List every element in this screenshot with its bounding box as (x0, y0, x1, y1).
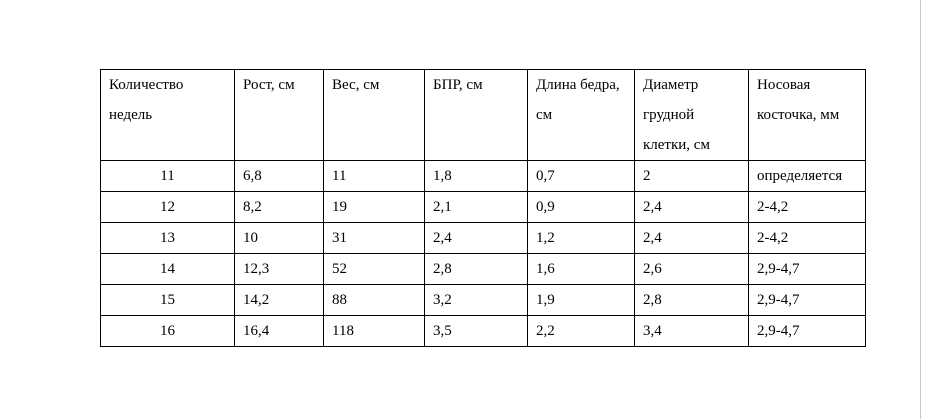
table-row: 11 6,8 11 1,8 0,7 2 определяется (100, 160, 866, 192)
table-cell: 11 (323, 160, 425, 192)
table-cell: 118 (323, 315, 425, 347)
table-body: 11 6,8 11 1,8 0,7 2 определяется 12 8,2 19 2,1 0,9 2… (100, 160, 866, 347)
table-row: 14 12,3 52 2,8 1,6 2,6 2,9-4,7 (100, 253, 866, 285)
table-cell: 13 (100, 222, 235, 254)
table-cell: 1,8 (424, 160, 528, 192)
table-cell: 2,9-4,7 (748, 315, 866, 347)
table-cell: 3,2 (424, 284, 528, 316)
header-cell: БПР, см (424, 69, 528, 161)
table-cell: 1,9 (527, 284, 635, 316)
header-cell: Длина бедра, см (527, 69, 635, 161)
table-cell: 2-4,2 (748, 191, 866, 223)
table-cell: 2,9-4,7 (748, 253, 866, 285)
header-cell: Вес, см (323, 69, 425, 161)
header-cell: Рост, см (234, 69, 324, 161)
data-table: Количество недель Рост, см Вес, см БПР, см Д… (100, 69, 866, 347)
table-row: 12 8,2 19 2,1 0,9 2,4 2-4,2 (100, 191, 866, 223)
table-cell: 15 (100, 284, 235, 316)
table-cell: 52 (323, 253, 425, 285)
header-cell: Носовая косточка, мм (748, 69, 866, 161)
table-row: 13 10 31 2,4 1,2 2,4 2-4,2 (100, 222, 866, 254)
table-cell: 16,4 (234, 315, 324, 347)
table-cell: 8,2 (234, 191, 324, 223)
table-cell: 12 (100, 191, 235, 223)
table-cell: 3,5 (424, 315, 528, 347)
table-row: 15 14,2 88 3,2 1,9 2,8 2,9-4,7 (100, 284, 866, 316)
table-cell: 2,9-4,7 (748, 284, 866, 316)
table-cell: 88 (323, 284, 425, 316)
table-cell: 2,2 (527, 315, 635, 347)
table-cell: 14,2 (234, 284, 324, 316)
table-cell: 3,4 (634, 315, 749, 347)
table-cell: 2 (634, 160, 749, 192)
table-cell: 0,9 (527, 191, 635, 223)
table-cell: 2,1 (424, 191, 528, 223)
table-cell: 31 (323, 222, 425, 254)
table-cell: 2,6 (634, 253, 749, 285)
table-cell: 2,4 (424, 222, 528, 254)
header-cell: Диаметр грудной клетки, см (634, 69, 749, 161)
table-cell: 14 (100, 253, 235, 285)
table-cell: 19 (323, 191, 425, 223)
table-cell: 10 (234, 222, 324, 254)
table-cell: 2,4 (634, 191, 749, 223)
table-cell: 0,7 (527, 160, 635, 192)
table-cell: 2-4,2 (748, 222, 866, 254)
table-cell: 2,8 (634, 284, 749, 316)
table-cell: 1,2 (527, 222, 635, 254)
table-cell: 2,4 (634, 222, 749, 254)
header-cell: Количество недель (100, 69, 235, 161)
table-cell: 1,6 (527, 253, 635, 285)
table-cell: 12,3 (234, 253, 324, 285)
table-cell: определяется (748, 160, 866, 192)
table-cell: 16 (100, 315, 235, 347)
table-cell: 6,8 (234, 160, 324, 192)
table-cell: 11 (100, 160, 235, 192)
table-row: 16 16,4 118 3,5 2,2 3,4 2,9-4,7 (100, 315, 866, 347)
page-edge (920, 0, 921, 419)
header-row: Количество недель Рост, см Вес, см БПР, см Д… (100, 69, 866, 161)
table-cell: 2,8 (424, 253, 528, 285)
